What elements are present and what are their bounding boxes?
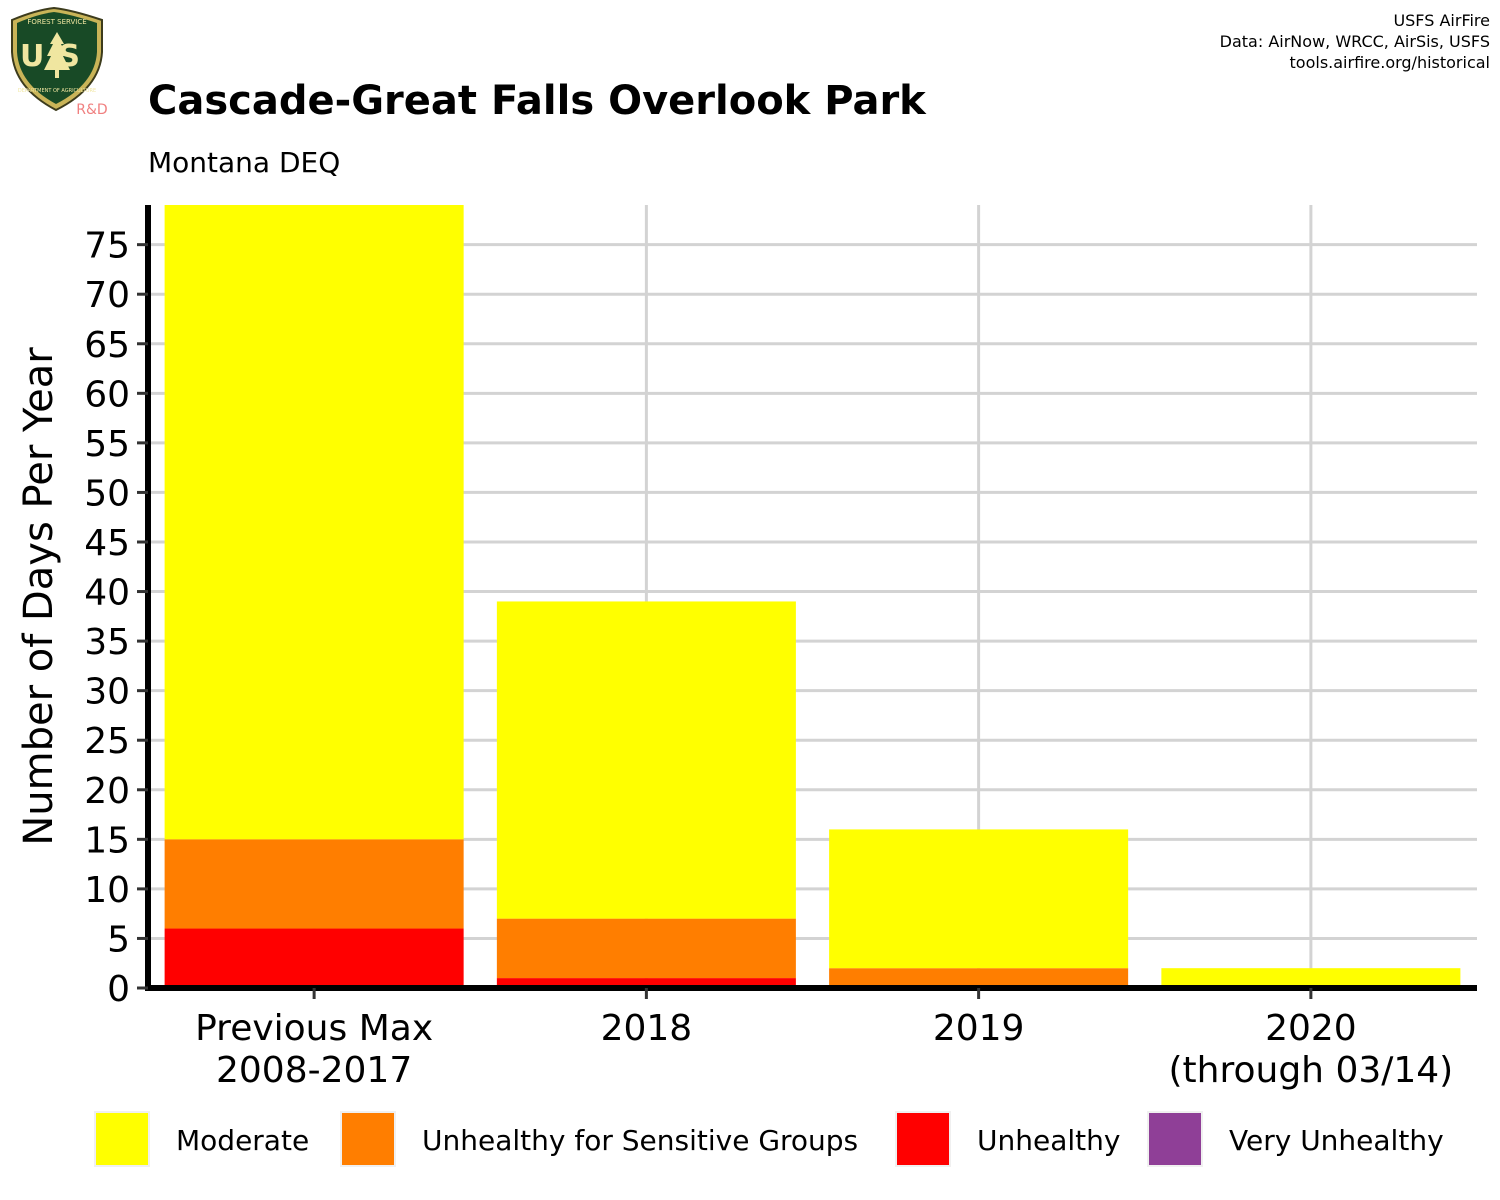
x-tick-label: 2019	[933, 1008, 1025, 1049]
chart-title: Cascade-Great Falls Overlook Park	[148, 78, 926, 124]
credit-line: tools.airfire.org/historical	[1289, 53, 1490, 72]
credit-line: Data: AirNow, WRCC, AirSis, USFS	[1219, 32, 1490, 51]
y-axis-label: Number of Days Per Year	[16, 347, 62, 846]
y-tick-label: 20	[84, 771, 130, 812]
y-tick-label: 70	[84, 275, 130, 316]
y-tick-label: 50	[84, 473, 130, 514]
x-tick-label: 2020 (through 03/14)	[1169, 1008, 1454, 1091]
x-tick-label-line: 2018	[601, 1008, 693, 1049]
x-tick-label: Previous Max 2008-2017	[195, 1008, 433, 1091]
y-tick-label: 30	[84, 672, 130, 713]
y-tick-label: 45	[84, 523, 130, 564]
y-tick-label: 40	[84, 573, 130, 614]
legend-swatch	[1147, 1111, 1203, 1167]
legend-swatch	[94, 1111, 150, 1167]
bar-segment-unhealthy-for-sensitive-groups	[164, 839, 464, 929]
y-tick-label: 15	[84, 820, 130, 861]
bar-segment-unhealthy-for-sensitive-groups	[829, 968, 1129, 988]
bar-segment-unhealthy-for-sensitive-groups	[496, 918, 796, 979]
y-tick-label: 75	[84, 226, 130, 267]
bar-segment-moderate	[1161, 968, 1461, 988]
bar-segment-unhealthy	[496, 978, 796, 988]
forest-service-logo: FOREST SERVICE US DEPARTMENT OF AGRICULT…	[11, 6, 108, 118]
logo-bottom-text: DEPARTMENT OF AGRICULTURE	[18, 88, 96, 94]
x-tick-label: 2018	[601, 1008, 693, 1049]
y-tick-label: 35	[84, 622, 130, 663]
y-tick-label: 5	[107, 919, 130, 960]
y-tick-label: 10	[84, 870, 130, 911]
legend-swatch	[895, 1111, 951, 1167]
logo-top-text: FOREST SERVICE	[27, 18, 86, 26]
bar-segment-moderate	[164, 205, 464, 840]
y-tick-label: 0	[107, 969, 130, 1010]
y-tick-label: 55	[84, 424, 130, 465]
bar-segment-unhealthy	[164, 928, 464, 988]
legend-label: Unhealthy for Sensitive Groups	[422, 1124, 858, 1157]
x-tick-label-line: (through 03/14)	[1169, 1050, 1454, 1091]
chart-subtitle: Montana DEQ	[148, 146, 341, 179]
y-tick-label: 60	[84, 374, 130, 415]
bar-segment-moderate	[496, 601, 796, 919]
credits: USFS AirFire Data: AirNow, WRCC, AirSis,…	[1220, 10, 1490, 73]
x-tick-label-line: 2008-2017	[216, 1050, 412, 1091]
x-tick-label-line: 2020	[1265, 1008, 1357, 1049]
y-tick-label: 25	[84, 721, 130, 762]
y-tick-label: 65	[84, 325, 130, 366]
bar-segment-moderate	[829, 829, 1129, 969]
legend-label: Moderate	[176, 1124, 309, 1157]
rd-badge: R&D	[76, 102, 107, 118]
x-tick-label-line: 2019	[933, 1008, 1025, 1049]
x-tick-label-line: Previous Max	[195, 1008, 433, 1049]
legend-label: Very Unhealthy	[1229, 1124, 1444, 1157]
legend-swatch	[340, 1111, 396, 1167]
legend-label: Unhealthy	[977, 1124, 1120, 1157]
credit-line: USFS AirFire	[1393, 11, 1490, 30]
pine-tree-icon	[44, 32, 70, 78]
